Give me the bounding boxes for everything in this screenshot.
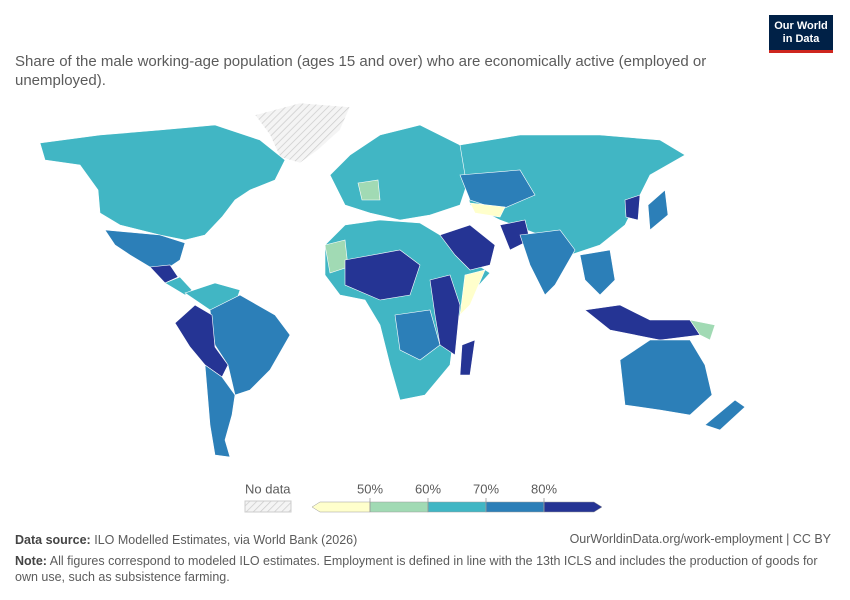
countries: [39, 102, 746, 458]
country: [174, 304, 229, 378]
country: [689, 319, 716, 341]
country: [164, 276, 193, 296]
logo[interactable]: Our World in Data: [769, 15, 833, 53]
country: [584, 304, 701, 341]
subtitle: Share of the male working-age population…: [15, 53, 707, 89]
country: [469, 202, 506, 218]
country: [329, 124, 471, 221]
note-text: All figures correspond to modeled ILO es…: [15, 554, 818, 584]
source-label: Data source:: [15, 533, 91, 547]
country: [647, 189, 669, 231]
legend-tick-label: 80%: [531, 481, 557, 496]
country: [579, 249, 616, 296]
country: [149, 264, 179, 284]
country: [459, 339, 476, 376]
legend-tick-label: 70%: [473, 481, 499, 496]
note-label: Note:: [15, 554, 47, 568]
source-text: ILO Modelled Estimates, via World Bank (…: [94, 533, 358, 547]
country: [439, 224, 496, 271]
legend-swatch: [311, 501, 371, 513]
legend-swatch: [427, 501, 487, 513]
country: [204, 364, 236, 458]
legend-swatch: [369, 501, 429, 513]
country: [254, 102, 351, 164]
legend-no-data-label: No data: [245, 481, 291, 496]
logo-line: Our World: [774, 20, 828, 32]
legend-no-data-swatch: [244, 500, 292, 513]
world-map: [39, 102, 746, 458]
logo-line: in Data: [782, 33, 820, 45]
country: [357, 179, 381, 201]
country: [39, 124, 286, 241]
source: Data source: ILO Modelled Estimates, via…: [15, 532, 357, 548]
country: [704, 399, 746, 431]
country: [394, 309, 441, 361]
legend-tick-label: 60%: [415, 481, 441, 496]
legend-swatch: [485, 501, 545, 513]
country: [624, 194, 641, 221]
legend: No data 50% 60% 70% 80%: [244, 481, 603, 513]
url[interactable]: OurWorldinData.org/work-employment | CC …: [569, 532, 831, 546]
country: [459, 269, 486, 316]
country: [519, 229, 576, 296]
country: [429, 274, 461, 356]
country: [619, 339, 713, 416]
note: Note: All figures correspond to modeled …: [15, 553, 835, 585]
country: [459, 169, 536, 211]
country: [344, 249, 421, 301]
legend-scale: 50% 60% 70% 80%: [311, 481, 603, 513]
legend-swatch: [543, 501, 603, 513]
legend-tick-label: 50%: [357, 481, 383, 496]
country: [209, 294, 291, 396]
